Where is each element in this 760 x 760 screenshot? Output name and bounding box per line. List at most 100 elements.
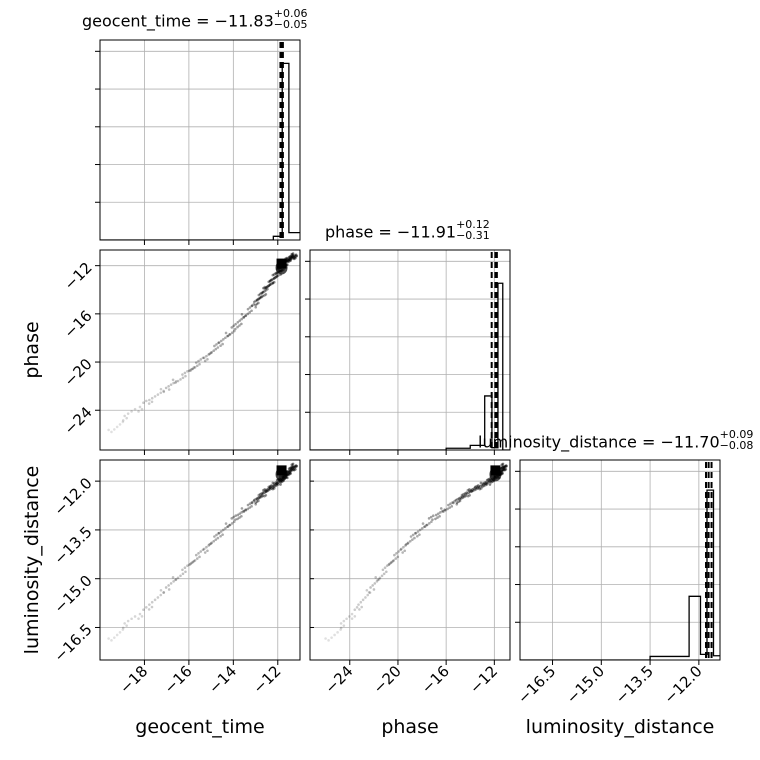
sample-point [236, 320, 240, 324]
sample-point [353, 608, 357, 612]
sample-point [123, 414, 126, 418]
sample-point [267, 487, 271, 490]
sample-point [295, 464, 299, 468]
sample-point [505, 464, 508, 468]
sample-point [263, 285, 267, 289]
sample-point [270, 278, 273, 282]
sample-point [460, 493, 464, 497]
sample-point [411, 533, 415, 537]
sample-point [257, 499, 260, 503]
xlabel-phase: phase [381, 716, 439, 738]
sample-point [240, 514, 243, 518]
sample-point [468, 487, 471, 491]
sample-point [264, 288, 268, 292]
sample-point [458, 498, 462, 501]
ytick-label-phase: −16 [61, 307, 96, 342]
sample-point [430, 520, 433, 524]
sample-point [232, 329, 236, 333]
sample-point [414, 531, 418, 535]
sample-point [191, 560, 195, 564]
sample-point [454, 498, 458, 502]
sample-point [463, 492, 467, 495]
xtick-label-geocent_time: −12 [249, 662, 284, 697]
sample-point [460, 495, 464, 498]
sample-point [274, 276, 277, 279]
ylabel-luminosity-distance: luminosity_distance [21, 465, 43, 655]
sample-point [224, 527, 227, 530]
sample-point [261, 290, 265, 294]
sample-point [416, 534, 419, 538]
sample-point [455, 501, 459, 504]
sample-point [263, 491, 266, 495]
sample-point [489, 479, 493, 483]
sample-point [421, 522, 425, 525]
sample-point [199, 550, 203, 553]
sample-point [365, 588, 369, 592]
sample-point [377, 578, 381, 581]
sample-point [385, 570, 388, 574]
panel-geocent_time-vs-geocent_time [95, 39, 301, 245]
sample-point [192, 366, 196, 369]
sample-point [260, 492, 263, 495]
sample-point [266, 285, 269, 289]
sample-point [364, 596, 367, 599]
sample-point [488, 478, 492, 482]
title-phase-plus: +0.12 [456, 218, 490, 231]
sample-point [219, 339, 223, 343]
sample-point [394, 557, 398, 560]
sample-point [429, 515, 433, 519]
sample-point [194, 553, 198, 557]
sample-point [230, 326, 234, 329]
sample-point [181, 376, 185, 380]
sample-point [271, 273, 275, 277]
sample-point [242, 510, 246, 513]
density-peak [276, 465, 287, 476]
sample-point [372, 588, 376, 591]
density-peak [276, 258, 287, 269]
sample-point [263, 287, 266, 290]
sample-point [257, 301, 260, 305]
sample-point [212, 539, 216, 543]
sample-point [230, 331, 234, 334]
sample-point [217, 532, 220, 535]
sample-point [133, 407, 137, 411]
sample-point [342, 624, 346, 627]
sample-point [199, 358, 203, 361]
sample-point [387, 563, 391, 566]
sample-point [195, 364, 199, 368]
sample-point [272, 273, 276, 276]
sample-point [257, 497, 260, 500]
sample-point [130, 617, 133, 621]
sample-point [255, 500, 259, 504]
title-phase-minus: −0.31 [456, 229, 490, 242]
sample-point [367, 591, 371, 594]
xtick-label-luminosity_distance: −13.5 [612, 662, 657, 707]
ytick-label-luminosity_distance: −13.5 [50, 523, 95, 568]
sample-point [442, 510, 445, 513]
sample-point [291, 252, 295, 255]
sample-point [238, 516, 241, 519]
xtick-label-luminosity_distance: −12.0 [660, 662, 705, 707]
sample-point [142, 401, 145, 405]
sample-point [257, 297, 260, 301]
sample-point [250, 304, 254, 307]
sample-point [482, 484, 486, 488]
sample-point [125, 624, 128, 627]
sample-point [226, 334, 230, 338]
sample-point [501, 462, 505, 466]
sample-point [271, 281, 275, 285]
sample-point [190, 367, 193, 371]
sample-point [167, 584, 170, 587]
sample-point [250, 501, 254, 504]
sample-point [373, 582, 377, 585]
sample-point [234, 518, 237, 521]
sample-point [209, 351, 213, 355]
sample-point [181, 568, 184, 572]
sample-point [272, 280, 276, 284]
sample-point [350, 612, 354, 616]
panel-frame [309, 459, 511, 661]
sample-point [246, 307, 250, 311]
sample-point [271, 481, 275, 485]
sample-point [176, 576, 180, 580]
sample-point [477, 485, 481, 489]
